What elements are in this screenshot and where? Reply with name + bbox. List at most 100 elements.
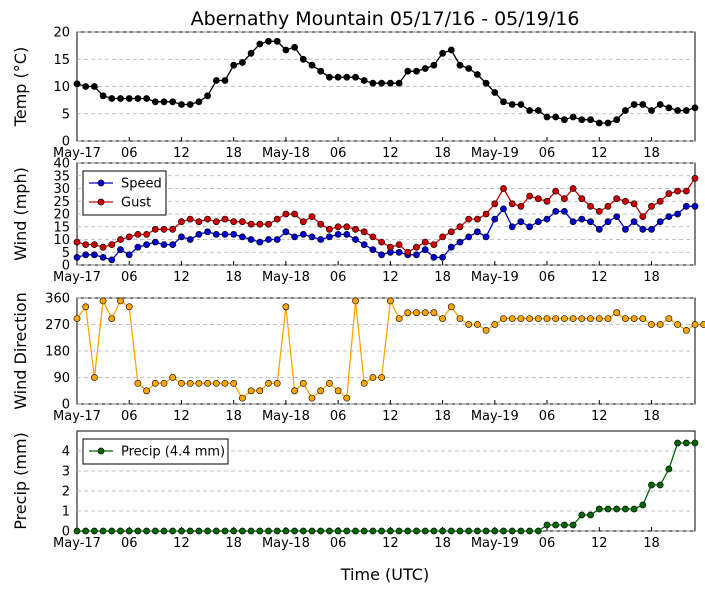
data-point — [265, 236, 272, 243]
data-point — [99, 253, 107, 261]
x-tick-label: 06 — [330, 146, 347, 161]
series-line-temp — [76, 40, 696, 124]
data-point — [552, 207, 560, 215]
data-point — [82, 241, 90, 248]
y-tick-label: 20 — [53, 26, 70, 41]
data-point — [343, 223, 351, 231]
data-point — [395, 79, 403, 87]
data-point — [99, 92, 107, 100]
x-tick-label: 12 — [173, 146, 190, 161]
x-tick-label: 06 — [539, 146, 556, 161]
data-point — [91, 374, 98, 381]
data-point — [691, 202, 699, 210]
data-point — [500, 185, 507, 192]
x-tick-label: 06 — [539, 536, 556, 551]
data-point — [682, 326, 690, 334]
data-point — [473, 71, 481, 78]
data-point — [543, 113, 551, 121]
data-point — [273, 527, 281, 535]
data-point — [534, 195, 542, 203]
data-point — [91, 527, 98, 535]
data-point — [604, 315, 612, 322]
data-point — [430, 527, 438, 535]
data-point — [604, 119, 612, 127]
data-point — [117, 95, 124, 102]
x-tick-label: 06 — [330, 409, 347, 424]
data-point — [465, 65, 473, 72]
data-point — [595, 119, 603, 127]
y-axis-label: Wind (mph) — [11, 167, 30, 261]
data-point — [325, 379, 333, 387]
data-point — [395, 241, 403, 248]
y-tick-label: 0 — [62, 259, 70, 274]
data-point — [682, 202, 690, 210]
data-point — [299, 527, 307, 535]
data-point — [656, 101, 664, 108]
data-point — [151, 527, 159, 535]
data-point — [265, 527, 272, 535]
data-point — [430, 61, 438, 69]
data-point — [561, 207, 568, 215]
data-point — [613, 505, 621, 513]
data-point — [195, 379, 203, 387]
data-point — [99, 297, 107, 305]
data-point — [343, 394, 351, 402]
data-point — [256, 220, 264, 228]
data-point — [534, 527, 542, 535]
data-point — [447, 303, 455, 311]
data-point — [395, 315, 403, 322]
x-tick-label: 06 — [121, 409, 138, 424]
data-point — [238, 394, 246, 402]
data-point — [595, 315, 603, 322]
data-point — [238, 218, 246, 226]
data-point — [73, 315, 81, 322]
data-point — [482, 326, 490, 334]
data-point — [482, 79, 490, 87]
data-point — [325, 225, 333, 233]
data-point — [578, 511, 586, 519]
data-point — [395, 248, 403, 256]
data-point — [674, 187, 681, 195]
data-point — [273, 379, 281, 387]
data-point — [604, 505, 612, 513]
series-line-gust — [76, 177, 696, 254]
data-point — [134, 230, 142, 238]
x-tick-label: 18 — [225, 409, 242, 424]
y-tick-label: 35 — [53, 169, 70, 184]
data-point — [622, 107, 629, 114]
x-tick-label: May-17 — [53, 536, 101, 551]
y-tick-label: 0 — [62, 135, 70, 150]
data-point — [508, 315, 516, 322]
data-point — [465, 215, 473, 223]
y-tick-label: 15 — [53, 220, 70, 235]
data-point — [421, 65, 429, 72]
data-point — [595, 225, 603, 233]
data-point — [508, 223, 516, 231]
data-point — [378, 527, 385, 535]
data-point — [578, 195, 586, 203]
data-point — [639, 225, 647, 233]
data-point — [656, 481, 664, 489]
y-tick-label: 0 — [62, 398, 70, 413]
data-point — [108, 315, 116, 322]
data-point — [265, 37, 272, 45]
legend: Precip (4.4 mm) — [82, 438, 229, 465]
data-point — [186, 101, 194, 108]
data-point — [421, 309, 429, 317]
data-point — [221, 527, 229, 535]
y-tick-label: 10 — [53, 233, 70, 248]
data-point — [352, 225, 359, 233]
data-point — [648, 481, 655, 489]
data-point — [230, 379, 238, 387]
data-point — [447, 243, 455, 251]
data-point — [256, 527, 264, 535]
data-point — [360, 527, 368, 535]
legend: Speed Gust — [82, 170, 167, 216]
data-point — [569, 315, 577, 322]
data-point — [622, 315, 629, 322]
data-point — [622, 505, 629, 513]
data-point — [413, 251, 420, 259]
data-point — [552, 315, 560, 322]
data-point — [534, 107, 542, 114]
